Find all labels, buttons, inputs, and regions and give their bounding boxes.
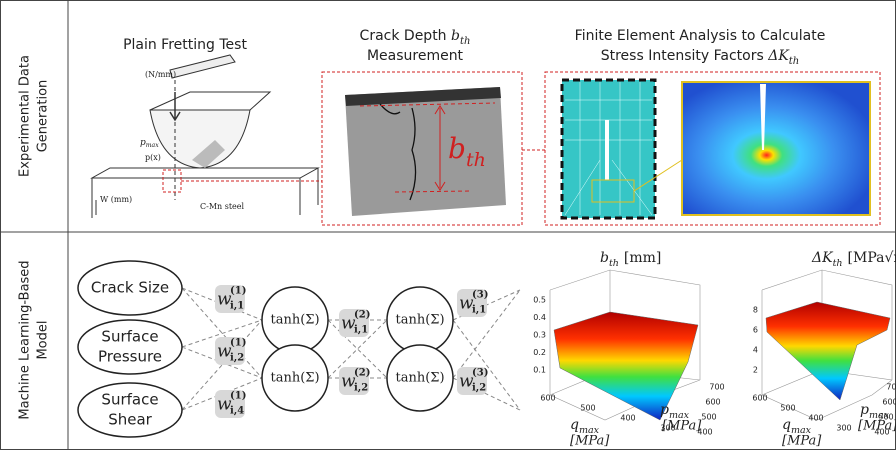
- neuron-label: tanh(Σ): [270, 371, 319, 386]
- plot-title: ΔKth [MPa√mm]: [811, 250, 896, 269]
- symbol: ΔK: [767, 48, 790, 64]
- weight-superscript: (1): [230, 286, 246, 297]
- weight-subscript: i,1: [472, 305, 486, 316]
- axis-label: [MPa]: [662, 419, 702, 434]
- z-tick-label: 8: [753, 306, 758, 315]
- weight-superscript: (1): [230, 338, 246, 349]
- q-tick-label: 500: [780, 404, 795, 413]
- row-label: Model: [36, 320, 51, 359]
- p-tick-label: 700: [886, 383, 896, 392]
- subscript: th: [789, 56, 799, 67]
- q-tick-label: 400: [808, 414, 823, 423]
- symbol: q: [570, 417, 579, 433]
- weight-superscript: (2): [354, 310, 370, 321]
- fea-mesh: [562, 80, 870, 218]
- unit: [MPa√mm]: [848, 250, 896, 266]
- weight-subscript: i,1: [230, 301, 244, 312]
- sketch-label: W (mm): [100, 195, 132, 204]
- subscript: th: [460, 36, 470, 47]
- z-tick-label: 6: [753, 326, 758, 335]
- q-tick-label: 500: [580, 404, 595, 413]
- p-tick-label: 700: [709, 383, 724, 392]
- panel-title: Finite Element Analysis to Calculate: [575, 28, 826, 44]
- symbol: b: [448, 132, 466, 165]
- sketch-label: (N/mm): [145, 70, 176, 79]
- input-label: Shear: [108, 411, 152, 429]
- subscript: max: [146, 142, 159, 149]
- axis-label: [MPa]: [782, 434, 822, 449]
- weight-subscript: i,2: [472, 383, 486, 394]
- text: Stress Intensity Factors: [601, 48, 768, 64]
- z-tick-label: 4: [753, 346, 758, 355]
- sketch-label: C-Mn steel: [200, 202, 245, 211]
- weight-subscript: i,4: [230, 406, 244, 417]
- subscript: th: [833, 258, 843, 269]
- symbol: b: [600, 250, 609, 266]
- surface: [554, 312, 698, 420]
- z-tick-label: 0.3: [533, 331, 546, 340]
- axis-label: [MPa]: [858, 419, 896, 434]
- symbol: ΔK: [811, 250, 834, 266]
- z-tick-label: 0.2: [533, 348, 546, 357]
- fretting-sketch: [92, 55, 318, 218]
- panel-title: Crack Depth bth: [360, 28, 471, 47]
- text: Crack Depth: [360, 28, 451, 44]
- unit: [mm]: [624, 250, 661, 266]
- input-label: Surface: [101, 328, 158, 346]
- row-label: Experimental Data: [18, 55, 33, 177]
- p-tick-label: 600: [705, 398, 720, 407]
- z-tick-label: 0.1: [533, 366, 546, 375]
- plot-title: bth [mm]: [600, 250, 661, 269]
- axis-label: [MPa]: [570, 434, 610, 449]
- sketch-label: p(x): [145, 153, 161, 162]
- input-label: Crack Size: [91, 279, 169, 297]
- crack-zoom-box: [163, 170, 181, 192]
- weight-superscript: (3): [472, 290, 488, 301]
- z-tick-label: 2: [753, 366, 758, 375]
- row-label: Generation: [36, 80, 51, 153]
- sketch-label: pmax: [140, 138, 159, 150]
- symbol: b: [451, 28, 460, 44]
- z-tick-label: 0.5: [533, 296, 546, 305]
- weight-superscript: (3): [472, 368, 488, 379]
- panel-title: Measurement: [367, 48, 464, 64]
- weight-superscript: (2): [354, 368, 370, 379]
- neuron-label: tanh(Σ): [395, 371, 444, 386]
- q-tick-label: 300: [836, 424, 851, 433]
- subscript: th: [466, 149, 486, 171]
- z-tick-label: 0.4: [533, 313, 546, 322]
- neuron-label: tanh(Σ): [395, 313, 444, 328]
- input-label: Pressure: [98, 348, 162, 366]
- subscript: th: [609, 258, 619, 269]
- input-label: Surface: [101, 391, 158, 409]
- figure: Experimental DataGeneration Machine Learn…: [0, 0, 896, 450]
- symbol: q: [782, 417, 791, 433]
- p-tick-label: 500: [701, 413, 716, 422]
- row-label: Machine Learning-Based: [18, 260, 33, 419]
- q-tick-label: 600: [752, 394, 767, 403]
- q-tick-label: 400: [620, 414, 635, 423]
- weight-subscript: i,2: [230, 353, 244, 364]
- q-tick-label: 600: [540, 394, 555, 403]
- panel-title: Plain Fretting Test: [123, 37, 247, 53]
- weight-subscript: i,2: [354, 383, 368, 394]
- weight-superscript: (1): [230, 391, 246, 402]
- p-tick-label: 600: [882, 398, 896, 407]
- symbol: p: [660, 402, 669, 418]
- symbol: p: [860, 402, 869, 418]
- panel-title: Stress Intensity Factors ΔKth: [601, 48, 800, 67]
- neuron-label: tanh(Σ): [270, 313, 319, 328]
- weight-subscript: i,1: [354, 325, 368, 336]
